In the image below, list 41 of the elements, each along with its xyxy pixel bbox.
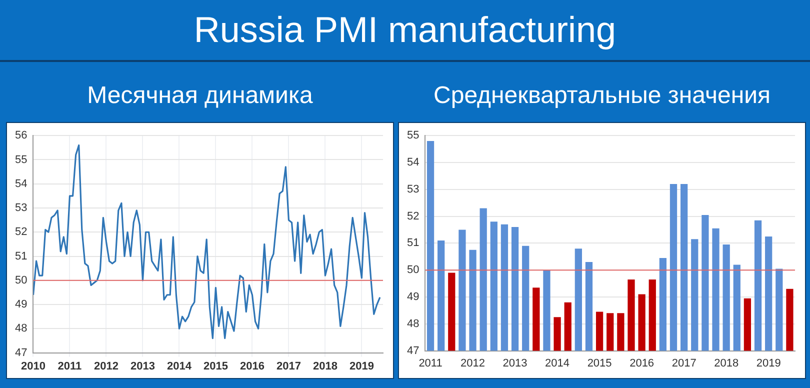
x-tick-label: 2010 [20,360,46,372]
x-tick-label: 2019 [756,357,781,370]
x-tick-label: 2014 [166,360,192,372]
x-tick-label: 2011 [58,360,82,372]
chart-subtitle: Месячная динамика [86,81,314,111]
y-tick-label: 53 [14,202,28,214]
x-tick-label: 2018 [714,357,739,370]
y-tick-label: 47 [14,346,28,359]
x-tick-label: 2019 [349,360,374,372]
x-tick-label: 2017 [672,357,696,370]
y-tick-label: 56 [14,130,28,142]
x-tick-label: 2013 [130,360,155,372]
y-tick-label: 54 [14,178,28,190]
x-tick-label: 2017 [276,360,301,372]
y-tick-label: 55 [406,130,420,142]
x-tick-label: 2012 [460,357,486,370]
y-tick-label: 51 [14,250,28,262]
x-tick-label: 2016 [630,357,654,370]
y-tick-label: 52 [14,226,28,238]
chart-subtitle: Среднеквартальные значения [432,81,772,111]
y-tick-label: 47 [406,344,420,357]
y-tick-label: 49 [406,291,420,304]
y-tick-label: 54 [406,156,420,169]
y-tick-label: 50 [406,264,420,276]
x-tick-label: 2011 [418,357,442,370]
x-tick-label: 2015 [203,360,228,372]
x-tick-label: 2016 [240,360,264,372]
y-tick-label: 49 [14,298,28,311]
x-tick-label: 2013 [502,357,528,370]
x-tick-label: 2014 [545,357,570,370]
y-tick-label: 52 [406,210,420,222]
y-tick-label: 48 [14,322,28,335]
x-tick-label: 2015 [587,357,612,370]
y-tick-label: 51 [406,237,420,250]
y-tick-label: 53 [406,183,420,196]
x-tick-label: 2018 [312,360,338,372]
chart-title: Russia PMI manufacturing [0,0,810,62]
x-tick-label: 2012 [94,360,118,372]
y-tick-label: 50 [14,274,28,286]
y-tick-label: 48 [406,318,420,330]
y-tick-label: 55 [14,154,28,166]
